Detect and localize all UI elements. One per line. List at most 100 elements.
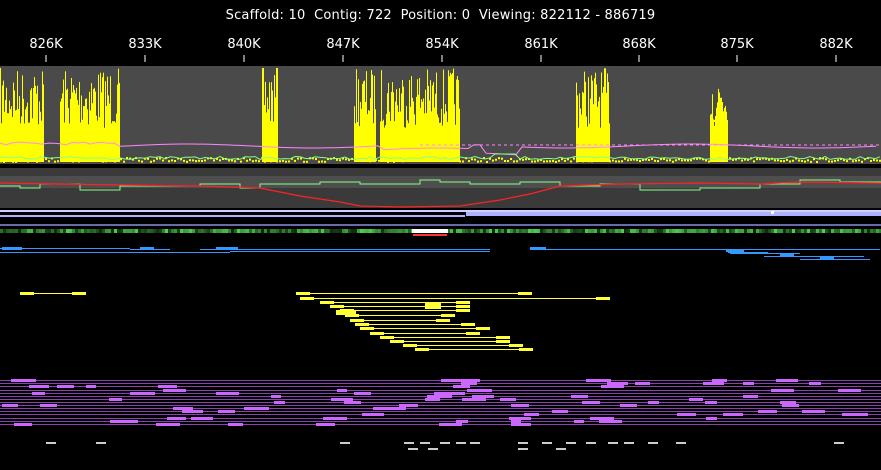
coverage-noise: [3, 160, 5, 163]
yellow-read: [370, 333, 480, 334]
coverage-bar: [384, 127, 385, 162]
heat-cell: [27, 229, 30, 233]
heat-cell: [855, 229, 858, 233]
heat-cell: [756, 229, 759, 233]
blue-feature-track[interactable]: [0, 247, 880, 260]
gc-track[interactable]: [0, 168, 881, 208]
coverage-noise: [705, 159, 707, 162]
heat-cell: [561, 229, 564, 233]
coverage-bar: [447, 121, 448, 162]
contig-track[interactable]: [0, 210, 881, 226]
coverage-bar: [385, 125, 386, 162]
ruler-tick-label: 840K: [227, 37, 261, 52]
coverage-bar: [119, 82, 120, 162]
heat-cell: [15, 229, 18, 233]
coverage-noise: [510, 157, 512, 160]
heat-cell: [207, 229, 210, 233]
coverage-noise: [504, 160, 506, 163]
coverage-bar: [34, 77, 35, 162]
coverage-noise: [369, 160, 371, 163]
coverage-bar: [590, 98, 591, 162]
coverage-noise: [729, 157, 731, 160]
heat-cell: [288, 229, 291, 233]
heat-cell: [681, 229, 684, 233]
coverage-bar: [371, 69, 372, 162]
purple-read-box: [780, 401, 796, 404]
coverage-bar: [116, 113, 117, 162]
yellow-read-box: [345, 314, 359, 317]
coverage-bar: [601, 72, 602, 162]
coverage-noise: [603, 157, 605, 160]
coverage-bar: [94, 87, 95, 162]
coverage-noise: [678, 158, 680, 161]
gray-mark: [456, 442, 466, 444]
yellow-read-track[interactable]: [20, 292, 610, 351]
coverage-noise: [24, 158, 26, 161]
position-ruler[interactable]: 826K 833K 840K 847K 854K 861K 868K 875K …: [0, 30, 881, 66]
coverage-bar: [588, 77, 589, 162]
coverage-bar: [10, 109, 11, 162]
heat-cell: [150, 229, 153, 233]
coverage-bar: [75, 93, 76, 162]
contig-bar-left: [0, 215, 465, 217]
coverage-bar: [265, 81, 266, 162]
coverage-noise: [159, 157, 161, 160]
coverage-noise: [9, 158, 11, 161]
coverage-noise: [264, 160, 266, 163]
coverage-noise: [294, 159, 296, 162]
coverage-bar: [365, 101, 366, 162]
coverage-bar: [368, 110, 369, 162]
heat-cell: [621, 229, 624, 233]
coverage-bar: [587, 126, 588, 162]
coverage-noise: [285, 160, 287, 163]
coverage-noise: [198, 159, 200, 162]
gray-marker-track[interactable]: [46, 442, 844, 450]
heat-cell: [519, 229, 522, 233]
coverage-bar: [713, 119, 714, 162]
coverage-noise: [489, 157, 491, 160]
coverage-bar: [102, 77, 103, 162]
gray-mark: [518, 442, 528, 444]
heat-cell: [843, 229, 846, 233]
coverage-noise: [246, 159, 248, 162]
heat-cell: [42, 229, 45, 233]
gray-mark: [404, 442, 414, 444]
coverage-noise: [45, 157, 47, 160]
coverage-bar: [370, 97, 371, 162]
coverage-noise: [270, 160, 272, 163]
heat-cell: [795, 229, 798, 233]
coverage-bar: [453, 68, 454, 162]
heat-cell: [633, 229, 636, 233]
purple-read-box: [323, 417, 347, 420]
heat-cell: [297, 229, 300, 233]
heat-cell: [276, 229, 279, 233]
coverage-bar: [91, 83, 92, 162]
heat-cell: [675, 229, 678, 233]
gray-mark: [566, 442, 576, 444]
coverage-noise: [516, 160, 518, 163]
heat-cell: [366, 229, 369, 233]
yellow-read-box: [300, 297, 314, 300]
yellow-read: [20, 293, 86, 294]
purple-read-box: [163, 389, 184, 392]
coverage-bar: [421, 99, 422, 162]
purple-read-track[interactable]: [0, 379, 881, 426]
heat-cell: [651, 229, 654, 233]
heat-cell: [186, 229, 189, 233]
heat-cell: [372, 229, 375, 233]
heat-cell: [114, 229, 117, 233]
coverage-noise: [780, 160, 782, 163]
coverage-bar: [392, 82, 393, 162]
heat-cell: [801, 229, 804, 233]
heat-cell: [579, 229, 582, 233]
purple-read-box: [758, 410, 774, 413]
coverage-track[interactable]: [0, 66, 881, 164]
heat-cell: [45, 229, 48, 233]
heat-cell: [63, 229, 66, 233]
coverage-noise: [96, 159, 98, 162]
yellow-read-box: [456, 301, 470, 304]
coverage-bar: [431, 111, 432, 162]
status-title: Scaffold: 10 Contig: 722 Position: 0 Vie…: [225, 8, 656, 23]
position-label: Position:: [400, 8, 458, 23]
